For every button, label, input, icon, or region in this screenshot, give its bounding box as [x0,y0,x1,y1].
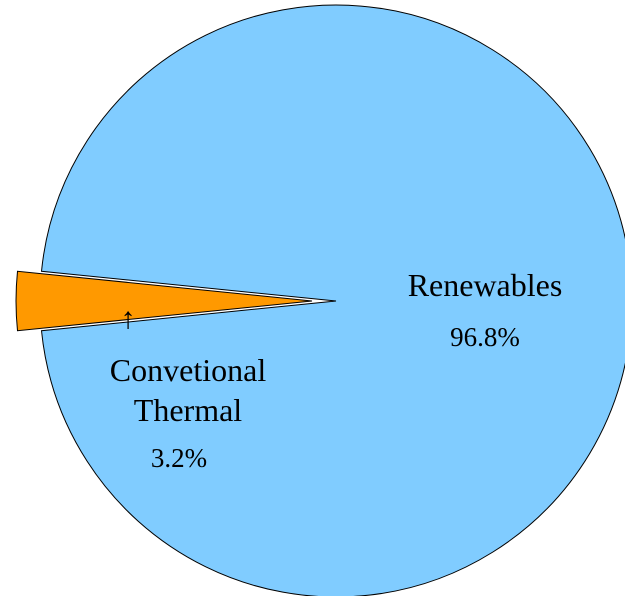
slices-layer [15,4,625,598]
pie-slice-conventional-thermal [15,270,313,332]
slice-label-conventional: Convetional [110,352,267,388]
slice-value-renewables: 96.8% [450,322,520,352]
labels-layer: Renewables 96.8% ↑ Convetional Thermal 3.2% [110,267,563,473]
pie-slice-renewables [40,4,625,598]
slice-label-thermal: Thermal [134,392,243,428]
slice-pointer-arrow: ↑ [121,302,136,335]
slice-value-conventional-thermal: 3.2% [151,443,207,473]
slice-label-renewables: Renewables [408,267,563,303]
